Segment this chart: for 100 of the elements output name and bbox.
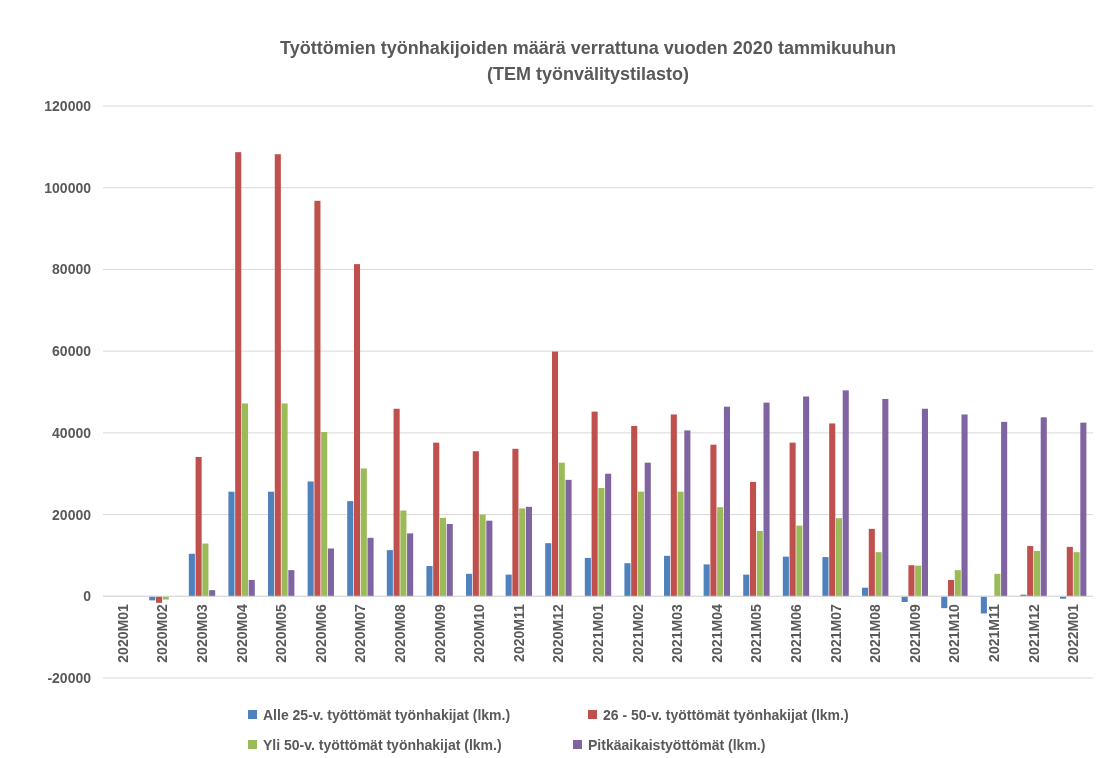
bar [472, 451, 479, 597]
bar [1001, 421, 1008, 597]
x-tick-label: 2021M02 [629, 604, 646, 663]
bar [347, 501, 354, 597]
y-tick-label: 40000 [52, 424, 92, 441]
bar [281, 403, 288, 597]
y-tick-label: 80000 [52, 261, 92, 278]
bar [829, 423, 836, 597]
bar [756, 530, 763, 597]
bar [980, 596, 987, 614]
bar [162, 596, 169, 600]
x-tick-label: 2020M08 [392, 604, 408, 663]
bar [862, 587, 869, 597]
bar [1080, 422, 1087, 597]
bar [749, 481, 757, 597]
bar [360, 468, 367, 597]
bar [1033, 550, 1041, 597]
x-tick-label: 2021M01 [590, 604, 606, 663]
bar [1040, 417, 1047, 597]
bar [684, 430, 691, 597]
bar [670, 414, 677, 597]
bar [274, 154, 281, 597]
y-tick-label: 120000 [44, 98, 92, 114]
x-tick-label: 2021M07 [827, 604, 844, 663]
bar [915, 565, 922, 597]
bar [631, 425, 638, 597]
x-tick-label: 2020M10 [471, 604, 488, 663]
bar [235, 152, 242, 597]
bar [941, 596, 948, 609]
bar [314, 200, 321, 597]
x-tick-label: 2021M03 [669, 604, 686, 663]
bar [1073, 552, 1080, 597]
bar [407, 533, 414, 597]
x-tick-label: 2020M05 [273, 604, 290, 663]
bar [717, 507, 724, 597]
bar [743, 574, 750, 597]
legend-label: 26 - 50-v. työttömät työnhakijat (lkm.) [603, 707, 849, 723]
bar [155, 596, 163, 603]
x-tick-label: 2021M11 [986, 604, 1002, 662]
bar [875, 552, 882, 597]
bar [961, 414, 968, 597]
y-tick-label: -20000 [47, 670, 92, 686]
bar [439, 517, 447, 597]
bar [908, 565, 915, 597]
x-tick-label: 2020M07 [352, 604, 369, 663]
bar [545, 543, 552, 597]
bar [307, 481, 314, 597]
bar [505, 574, 512, 597]
bar [367, 537, 374, 597]
bar [433, 442, 440, 597]
bar [822, 557, 829, 597]
bar [842, 390, 849, 597]
bar [994, 573, 1001, 597]
bar [1027, 546, 1034, 597]
bar [624, 563, 631, 597]
bar [954, 570, 961, 597]
legend-label: Alle 25-v. työttömät työnhakijat (lkm.) [263, 707, 511, 723]
bar [796, 525, 803, 597]
bar [519, 508, 526, 597]
bar [644, 462, 651, 597]
bar [1066, 546, 1073, 597]
bar [268, 491, 275, 597]
x-tick-label: 2021M09 [906, 604, 923, 663]
bar [525, 506, 532, 597]
x-tick-label: 2020M12 [550, 604, 567, 663]
y-tick-label: 0 [83, 588, 92, 605]
x-tick-label: 2020M02 [154, 604, 171, 663]
y-tick-label: 20000 [52, 506, 92, 523]
bar [446, 523, 453, 597]
bar [558, 462, 565, 597]
bar [486, 520, 493, 597]
bar [565, 479, 572, 597]
x-tick-label: 2021M10 [946, 604, 963, 663]
bar [241, 403, 249, 597]
bar [288, 570, 295, 597]
bar [703, 564, 710, 597]
x-tick-label: 2020M03 [194, 604, 210, 663]
legend-label: Pitkäaikaistyöttömät (lkm.) [588, 737, 766, 753]
bar [803, 396, 810, 597]
bar [789, 442, 796, 597]
x-tick-label: 2021M08 [867, 604, 884, 663]
x-tick-label: 2020M09 [431, 604, 448, 663]
bar [228, 491, 235, 597]
bar [321, 432, 328, 597]
bar [393, 408, 400, 597]
bar [584, 557, 591, 597]
x-tick-label: 2020M11 [510, 604, 527, 662]
bar [947, 579, 955, 597]
bar [551, 351, 559, 597]
legend-label: Yli 50-v. työttömät työnhakijat (lkm.) [263, 737, 502, 753]
y-tick-label: 100000 [44, 179, 92, 196]
bar [202, 543, 209, 597]
bar [195, 456, 202, 597]
bar [466, 573, 473, 597]
bar [188, 553, 195, 597]
bar [637, 491, 645, 597]
bar [327, 548, 334, 597]
bar [677, 491, 684, 597]
bar [868, 528, 875, 597]
bar [882, 398, 889, 597]
